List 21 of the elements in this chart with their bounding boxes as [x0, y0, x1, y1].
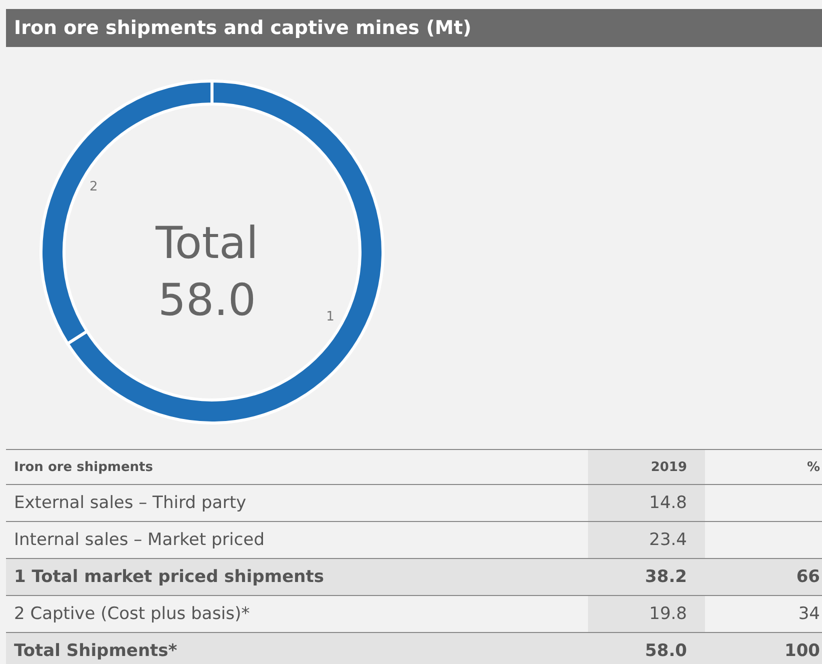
text: External sales – Third party: [13, 493, 248, 513]
text: 58.0: [158, 275, 256, 326]
text: Internal sales – Market priced: [13, 530, 266, 550]
text: Total: [154, 218, 258, 269]
text: 2019: [588, 450, 705, 484]
text: 100: [784, 641, 821, 661]
text: 14.8: [588, 485, 705, 521]
text: 19.8: [588, 596, 705, 632]
text: 66: [795, 567, 821, 587]
text: 23.4: [588, 522, 705, 558]
text: 34: [797, 604, 821, 624]
text: 58.0: [588, 633, 705, 664]
text: 1 Total market priced shipments: [13, 567, 325, 587]
slice-label: 2: [90, 179, 98, 194]
text: %: [806, 460, 821, 474]
text: Total Shipments*: [13, 641, 178, 661]
text: 38.2: [588, 559, 705, 595]
text: Iron ore shipments: [13, 460, 154, 474]
text: 2 Captive (Cost plus basis)*: [13, 604, 251, 624]
slice-label: 1: [326, 310, 334, 325]
chart-title: Iron ore shipments and captive mines (Mt): [6, 9, 822, 47]
